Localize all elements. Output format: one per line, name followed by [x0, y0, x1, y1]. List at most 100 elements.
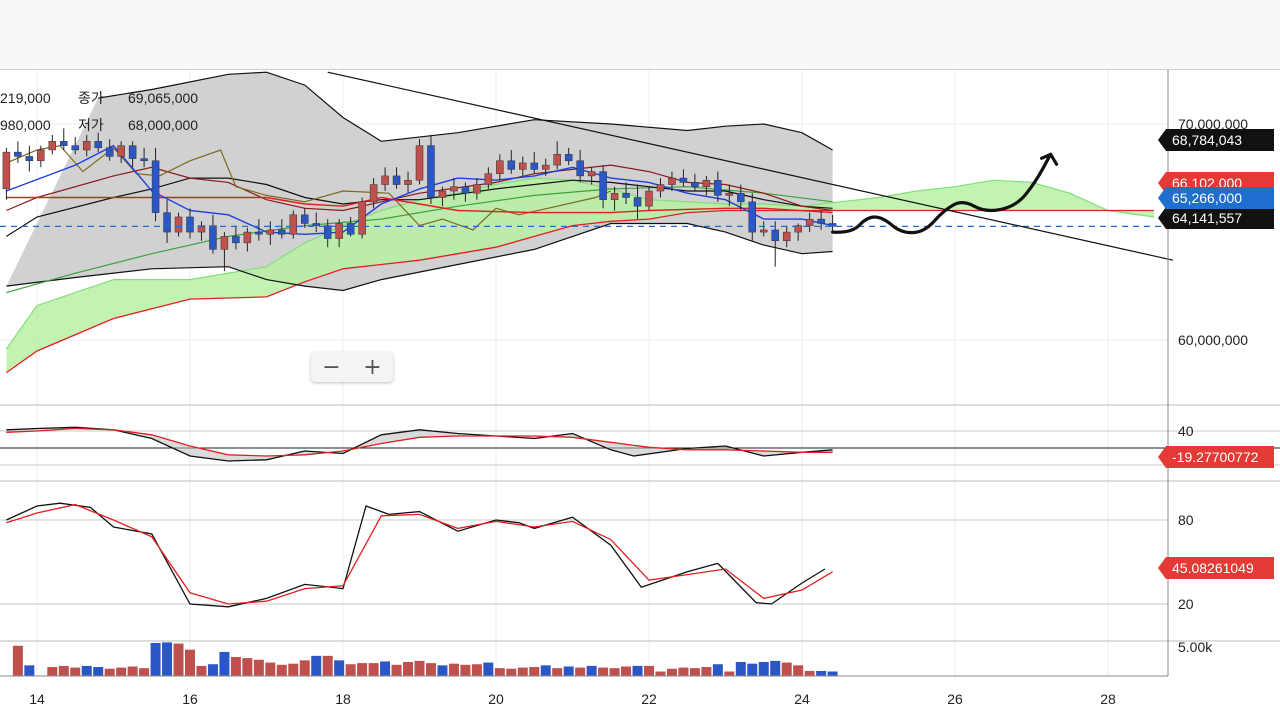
price-badges: 66,102,00068,784,04364,141,55765,266,000…: [1158, 129, 1274, 579]
volume-bar-57: [678, 667, 689, 676]
candle-4: [48, 134, 57, 155]
x-tick-label-24: 24: [794, 691, 810, 707]
price-badge-2-shape: [1158, 187, 1274, 209]
candle-body-48: [553, 154, 561, 166]
candle-25: [289, 210, 298, 239]
price-badge-2: 65,266,000: [1158, 187, 1274, 209]
candle-body-64: [737, 192, 745, 203]
tenkan-line: [6, 144, 833, 236]
candle-9: [105, 139, 114, 161]
candle-body-66: [760, 229, 768, 233]
candle-body-6: [71, 145, 79, 151]
stoch-value-badge-shape: [1158, 557, 1274, 579]
candle-35: [404, 171, 412, 194]
candle-6: [71, 137, 79, 155]
stoch-k-line: [6, 502, 826, 608]
candle-44: [507, 149, 516, 174]
top-toolbar: [0, 0, 1280, 70]
volume-bar-16: [207, 664, 218, 676]
volume-bar-50: [598, 667, 609, 676]
volume-bar-14: [185, 649, 195, 676]
volume-bar-3: [58, 665, 69, 676]
candle-5: [60, 128, 68, 150]
stoch-tick-label-1: 20: [1178, 596, 1194, 612]
candle-36: [415, 139, 424, 185]
volume-bar-51: [609, 668, 620, 676]
volume-bar-13: [173, 643, 184, 676]
candle-39: [450, 178, 458, 200]
cloud-span-b-line: [6, 209, 1154, 374]
volume-bar-27: [334, 660, 345, 676]
volume-bar-5: [81, 665, 92, 676]
candle-body-19: [220, 236, 229, 250]
candle-body-46: [530, 162, 538, 170]
candle-23: [266, 221, 275, 246]
candle-68: [782, 225, 791, 248]
candle-body-13: [151, 160, 160, 213]
macd-tick-label-0: 40: [1178, 423, 1194, 439]
candle-34: [392, 167, 401, 189]
candle-body-26: [301, 214, 309, 224]
zoom-in-button[interactable]: +: [363, 354, 382, 380]
candle-16: [186, 208, 194, 239]
candle-body-53: [610, 192, 619, 200]
candle-65: [748, 193, 757, 241]
candle-body-41: [473, 184, 481, 194]
candle-53: [610, 186, 619, 211]
stochastic-panel: [0, 502, 1168, 608]
candle-body-71: [817, 218, 825, 224]
volume-bar-28: [345, 664, 356, 676]
volume-bar-2: [47, 667, 58, 676]
candle-19: [220, 232, 229, 271]
candle-52: [599, 165, 607, 209]
candle-15: [174, 212, 183, 237]
candle-3: [37, 145, 45, 168]
kijun-line: [6, 196, 833, 214]
candle-12: [140, 147, 148, 168]
volume-bar-70: [827, 671, 838, 676]
candle-54: [622, 182, 630, 204]
candle-45: [519, 156, 527, 176]
candle-body-62: [714, 179, 722, 196]
price-badge-2-label: 65,266,000: [1172, 190, 1242, 206]
volume-bar-23: [288, 663, 299, 676]
candle-61: [702, 175, 711, 196]
volume-bar-48: [575, 667, 586, 676]
volume-bar-32: [391, 664, 402, 676]
axes: 14 16 18 20 22 24 26 28 70,000,000 60,000,000 40 80…: [0, 70, 1280, 707]
candle-8: [94, 132, 102, 153]
bollinger-upper-line: [98, 71, 833, 151]
volume-bar-10: [139, 668, 150, 676]
candle-55: [633, 184, 642, 220]
candle-body-55: [633, 197, 642, 207]
candle-body-38: [438, 190, 447, 198]
candle-body-12: [140, 158, 148, 162]
candle-body-17: [197, 225, 206, 233]
candle-body-39: [450, 186, 458, 192]
stoch-value-badge: 45.08261049: [1158, 557, 1274, 579]
volume-bar-58: [689, 668, 700, 676]
volume-bar-30: [368, 663, 379, 676]
candle-body-29: [335, 223, 343, 239]
candle-7: [82, 134, 91, 157]
volume-bar-7: [104, 668, 115, 676]
volume-bar-12: [162, 642, 173, 676]
candle-body-20: [232, 236, 240, 244]
candle-body-23: [266, 229, 275, 235]
volume-bar-35: [425, 663, 436, 676]
candle-24: [278, 219, 286, 239]
volume-bar-68: [804, 670, 815, 676]
candle-41: [473, 178, 481, 200]
macd-signal-line: [6, 427, 833, 457]
candle-56: [645, 186, 653, 211]
zoom-out-button[interactable]: −: [322, 354, 341, 380]
candle-51: [587, 167, 596, 185]
stoch-d-line: [6, 503, 833, 605]
candle-body-63: [725, 192, 734, 196]
volume-bar-29: [357, 663, 368, 676]
candle-body-5: [60, 141, 68, 146]
candle-49: [564, 147, 573, 166]
volume-bar-49: [586, 665, 597, 676]
volume-bar-33: [403, 662, 414, 676]
